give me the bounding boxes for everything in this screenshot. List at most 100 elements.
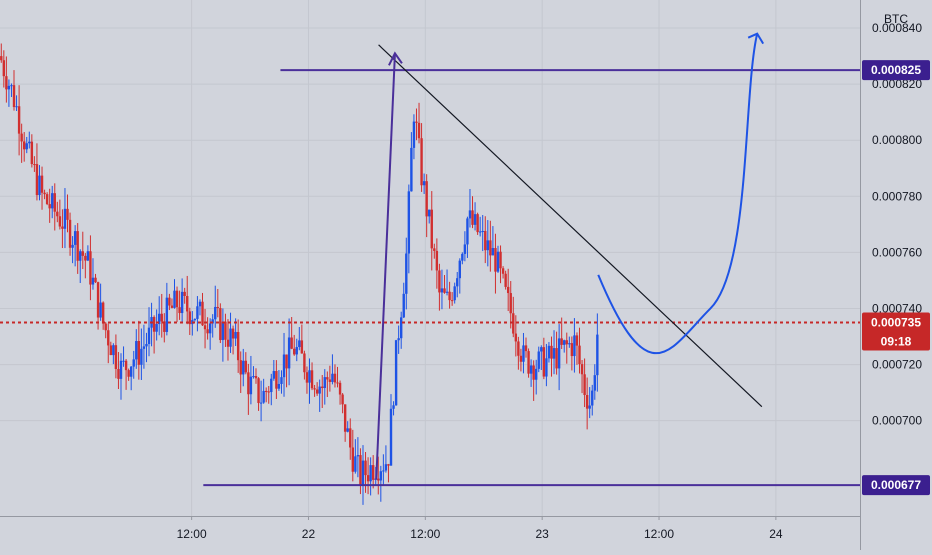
candle-body [61, 226, 64, 229]
candle-body [489, 240, 492, 256]
candle-body [51, 193, 54, 209]
candle-body [560, 338, 563, 345]
candle-body [267, 391, 270, 393]
candle-body [211, 319, 214, 324]
candle-body [152, 317, 156, 332]
candle-body [359, 455, 362, 486]
candle-body [101, 302, 105, 324]
candle-body [545, 358, 548, 377]
candle-body [563, 340, 566, 345]
candle-body [346, 428, 349, 432]
candle-body [262, 390, 265, 403]
candle-body [15, 106, 18, 108]
candle-body [420, 138, 423, 186]
candle-body [382, 470, 385, 472]
candle-body [384, 464, 388, 471]
candle-body [331, 373, 334, 382]
price-axis[interactable]: 0.000700 0.000720 0.000740 0.000760 0.000780… [872, 21, 922, 428]
candle-body [410, 147, 413, 192]
candle-body [591, 390, 594, 406]
candle-body [303, 353, 306, 373]
candle-body [214, 306, 217, 320]
candle-body [481, 230, 484, 232]
candle-body [509, 293, 512, 314]
candle-body [132, 359, 135, 367]
candle-body [308, 370, 311, 383]
candle-body [196, 306, 199, 319]
candle-body [552, 348, 556, 359]
candle-body [25, 143, 28, 150]
candle-body [547, 345, 551, 359]
candle-body [33, 164, 36, 166]
price-tick-label: 0.000720 [872, 358, 922, 372]
candle-body [56, 211, 59, 217]
candle-body [293, 348, 296, 355]
price-tick-label: 0.000800 [872, 133, 922, 147]
candle-body [349, 428, 352, 448]
candle-body [318, 386, 321, 394]
candle-body [84, 255, 87, 261]
candle-body [417, 122, 421, 139]
candle-body [40, 175, 44, 193]
candle-body [486, 240, 490, 251]
candle-body [529, 365, 533, 374]
candle-body [137, 341, 141, 365]
candle-body [234, 331, 237, 339]
candle-body [173, 290, 176, 308]
candle-body [519, 355, 523, 362]
candle-body [499, 251, 502, 269]
candle-body [272, 371, 276, 379]
candle-body [94, 277, 97, 283]
time-tick-label: 22 [302, 527, 316, 541]
candle-body [522, 345, 525, 362]
candle-body [379, 471, 383, 481]
price-tick-label: 0.000780 [872, 189, 922, 203]
time-axis[interactable]: 12:00 22 12:00 23 12:00 24 [177, 516, 783, 541]
candle-body [43, 192, 46, 195]
candle-body [321, 386, 324, 389]
candle-body [239, 360, 242, 375]
candle-body [145, 344, 148, 347]
candle-body [264, 390, 268, 392]
candle-body [229, 328, 232, 347]
candle-body [412, 121, 416, 148]
candle-body [287, 337, 291, 369]
candle-body [79, 251, 82, 261]
price-tick-label: 0.000700 [872, 414, 922, 428]
candle-body [280, 377, 283, 384]
candle-body [22, 141, 26, 150]
candle-body [532, 365, 535, 380]
candle-body [236, 331, 240, 361]
candle-body [461, 253, 464, 261]
candle-body [242, 360, 245, 375]
candle-body [231, 328, 235, 339]
candle-body [104, 323, 107, 331]
candle-body [458, 260, 461, 279]
candle-body [389, 408, 393, 466]
candle-body [135, 341, 138, 360]
candle-body [112, 345, 115, 356]
candle-body [448, 291, 451, 301]
candle-body [12, 85, 16, 108]
candle-body [247, 372, 250, 395]
candle-body [402, 293, 405, 318]
candle-body [119, 360, 123, 379]
candle-body [433, 248, 436, 251]
candle-body [99, 302, 102, 318]
candle-body [186, 295, 189, 312]
candle-body [578, 345, 581, 365]
candle-body [254, 376, 258, 379]
candle-body [68, 219, 72, 248]
candle-body [405, 253, 408, 294]
candle-body [491, 248, 495, 256]
candle-body [30, 141, 34, 165]
candle-body [440, 288, 444, 293]
price-tick-label: 0.000760 [872, 245, 922, 259]
candle-body [155, 324, 158, 332]
time-tick-label: 12:00 [410, 527, 440, 541]
candle-body [504, 273, 507, 287]
candle-body [583, 374, 586, 396]
candle-body [244, 360, 248, 373]
candle-body [550, 345, 553, 359]
